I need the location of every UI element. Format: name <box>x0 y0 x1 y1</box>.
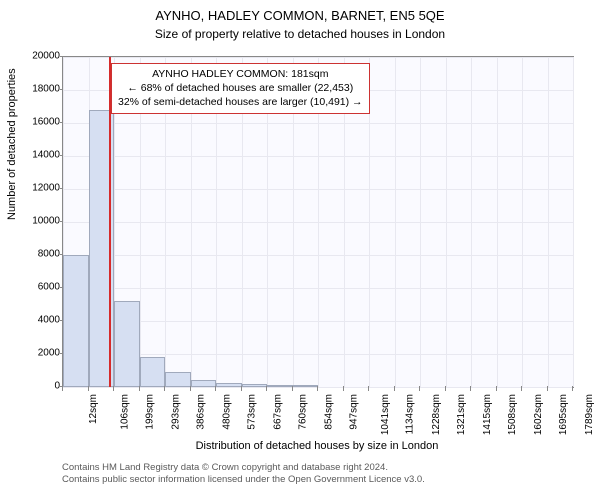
x-tick-label: 1695sqm <box>558 394 569 435</box>
gridline-vertical <box>497 57 498 387</box>
gridline-vertical <box>395 57 396 387</box>
y-tick-label: 0 <box>20 381 60 392</box>
y-tick-label: 12000 <box>20 183 60 194</box>
x-tick-label: 1789sqm <box>584 394 595 435</box>
chart-title-line1: AYNHO, HADLEY COMMON, BARNET, EN5 5QE <box>0 0 600 25</box>
x-tick-mark <box>317 386 318 391</box>
histogram-bar <box>63 255 89 387</box>
gridline-vertical <box>573 57 574 387</box>
x-tick-label: 760sqm <box>298 394 309 430</box>
x-tick-label: 854sqm <box>323 394 334 430</box>
y-tick-label: 20000 <box>20 51 60 62</box>
x-tick-mark <box>62 386 63 391</box>
gridline-vertical <box>446 57 447 387</box>
y-tick-label: 4000 <box>20 315 60 326</box>
y-tick-label: 10000 <box>20 216 60 227</box>
x-tick-label: 1041sqm <box>380 394 391 435</box>
annotation-line: ← 68% of detached houses are smaller (22… <box>118 81 363 95</box>
gridline-vertical <box>522 57 523 387</box>
x-tick-label: 1602sqm <box>533 394 544 435</box>
x-tick-label: 12sqm <box>88 394 99 424</box>
y-tick-label: 6000 <box>20 282 60 293</box>
x-tick-label: 293sqm <box>170 394 181 430</box>
x-tick-mark <box>215 386 216 391</box>
x-tick-mark <box>241 386 242 391</box>
chart-title-line2: Size of property relative to detached ho… <box>0 25 600 41</box>
footer-attribution: Contains HM Land Registry data © Crown c… <box>62 462 425 486</box>
gridline-vertical <box>420 57 421 387</box>
y-tick-label: 14000 <box>20 150 60 161</box>
footer-line2: Contains public sector information licen… <box>62 474 425 486</box>
chart-container: AYNHO, HADLEY COMMON, BARNET, EN5 5QE Si… <box>0 0 600 500</box>
x-tick-label: 386sqm <box>196 394 207 430</box>
x-tick-label: 947sqm <box>349 394 360 430</box>
x-tick-mark <box>368 386 369 391</box>
x-tick-mark <box>496 386 497 391</box>
x-tick-mark <box>343 386 344 391</box>
annotation-line: AYNHO HADLEY COMMON: 181sqm <box>118 67 363 81</box>
x-tick-mark <box>292 386 293 391</box>
x-tick-label: 667sqm <box>272 394 283 430</box>
x-tick-label: 573sqm <box>247 394 258 430</box>
histogram-bar <box>114 301 140 387</box>
y-tick-label: 2000 <box>20 348 60 359</box>
y-tick-label: 18000 <box>20 84 60 95</box>
gridline-vertical <box>548 57 549 387</box>
x-tick-label: 106sqm <box>119 394 130 430</box>
x-tick-mark <box>113 386 114 391</box>
y-axis-ticks: 0200040006000800010000120001400016000180… <box>0 56 60 386</box>
x-tick-label: 1321sqm <box>456 394 467 435</box>
gridline-vertical <box>471 57 472 387</box>
x-tick-label: 1508sqm <box>507 394 518 435</box>
annotation-box: AYNHO HADLEY COMMON: 181sqm← 68% of deta… <box>111 63 370 114</box>
x-tick-mark <box>190 386 191 391</box>
histogram-bar <box>140 357 165 387</box>
x-tick-mark <box>470 386 471 391</box>
x-tick-mark <box>521 386 522 391</box>
y-tick-label: 16000 <box>20 117 60 128</box>
y-tick-label: 8000 <box>20 249 60 260</box>
x-tick-mark <box>164 386 165 391</box>
x-tick-label: 1134sqm <box>404 394 415 434</box>
x-tick-mark <box>547 386 548 391</box>
x-tick-mark <box>419 386 420 391</box>
x-tick-mark <box>266 386 267 391</box>
x-tick-mark <box>572 386 573 391</box>
plot-area: AYNHO HADLEY COMMON: 181sqm← 68% of deta… <box>62 56 574 388</box>
x-tick-label: 480sqm <box>221 394 232 430</box>
x-tick-mark <box>394 386 395 391</box>
x-tick-mark <box>445 386 446 391</box>
annotation-line: 32% of semi-detached houses are larger (… <box>118 95 363 109</box>
x-tick-label: 199sqm <box>145 394 156 430</box>
x-tick-label: 1415sqm <box>482 394 493 435</box>
x-axis-ticks: 12sqm 106sqm 199sqm 293sqm 386sqm 480sqm 573sq… <box>62 386 572 436</box>
x-tick-label: 1228sqm <box>431 394 442 435</box>
x-axis-label: Distribution of detached houses by size … <box>62 440 572 452</box>
x-tick-mark <box>139 386 140 391</box>
x-tick-mark <box>88 386 89 391</box>
histogram-bar <box>165 372 191 387</box>
footer-line1: Contains HM Land Registry data © Crown c… <box>62 462 425 474</box>
